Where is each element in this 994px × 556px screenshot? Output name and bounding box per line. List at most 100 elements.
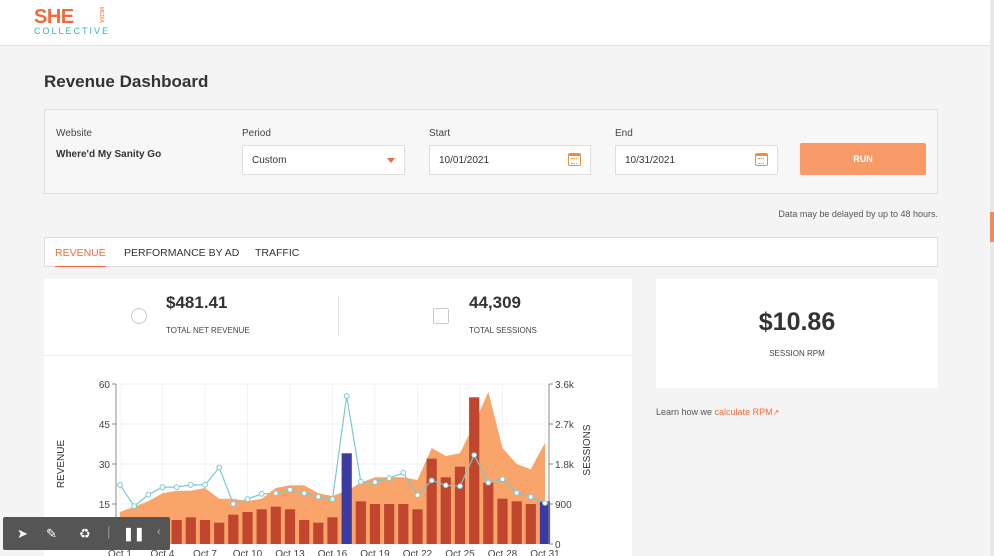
revenue-bar (398, 504, 409, 544)
y2-tick-label: 2.7k (555, 420, 575, 431)
x-tick-label: Oct 1 (108, 549, 132, 556)
y2-tick-label: 0 (555, 540, 561, 551)
revenue-bar (171, 520, 182, 544)
sessions-point (230, 501, 237, 507)
sessions-point (272, 490, 279, 497)
revenue-bar (284, 509, 296, 544)
logo-text: SHE (34, 6, 74, 28)
learn-rpm-text: Learn how we calculate RPM↗ (656, 407, 779, 417)
y-axis-title: REVENUE (56, 440, 67, 489)
sessions-point (414, 492, 421, 499)
end-date-value: 10/31/2021 (625, 155, 676, 166)
x-tick-label: Oct 19 (360, 549, 390, 556)
x-tick-label: Oct 16 (318, 549, 348, 556)
scrollbar-thumb[interactable] (990, 212, 994, 242)
x-tick-label: Oct 22 (403, 549, 433, 556)
sessions-point (457, 483, 463, 490)
revenue-icon (131, 308, 147, 324)
divider: | (107, 524, 111, 539)
y2-tick-label: 900 (555, 500, 572, 511)
sessions-point (372, 479, 378, 486)
total-sessions-value: 44,309 (469, 293, 521, 312)
tab-performance-by-ad[interactable]: PERFORMANCE BY AD (124, 247, 240, 259)
revenue-card: $481.41 TOTAL NET REVENUE 44,309 TOTAL S… (44, 279, 632, 556)
sessions-point (287, 486, 293, 493)
session-rpm-value: $10.86 (758, 308, 836, 336)
collapse-icon[interactable]: ‹ (157, 526, 161, 538)
sessions-point (131, 503, 138, 510)
sessions-point (117, 481, 123, 488)
she-media-logo[interactable]: SHE MEDIA COLLECTIVE (34, 6, 110, 36)
revenue-bar (483, 482, 494, 544)
revenue-bar (313, 522, 324, 544)
sessions-point (244, 496, 251, 503)
total-sessions-label: TOTAL SESSIONS (469, 326, 537, 335)
sessions-point (400, 470, 407, 476)
y-tick-label: 60 (99, 380, 111, 391)
calendar-icon[interactable] (755, 153, 768, 166)
upload-icon (433, 308, 449, 324)
y2-axis-title: SESSIONS (582, 424, 593, 475)
sessions-point (357, 478, 364, 485)
cursor-icon[interactable]: ➤ (17, 526, 28, 541)
end-label: End (615, 128, 633, 139)
revenue-bar (185, 517, 196, 544)
caret-down-icon (387, 158, 395, 163)
period-label: Period (242, 128, 271, 139)
sessions-point (301, 490, 308, 497)
revenue-bar (199, 520, 211, 544)
page-title: Revenue Dashboard (44, 72, 209, 91)
sessions-point (329, 496, 336, 503)
tab-traffic[interactable]: TRAFFIC (255, 247, 300, 259)
session-rpm-label: SESSION RPM (769, 349, 825, 358)
revenue-bar (440, 477, 451, 544)
sessions-point (173, 484, 180, 491)
sessions-point (513, 490, 520, 496)
revenue-bar (299, 520, 310, 544)
start-date-input[interactable]: 10/01/2021 (429, 145, 591, 175)
revenue-bar (341, 453, 352, 544)
sessions-point (145, 491, 152, 498)
learn-prefix: Learn how we (656, 407, 715, 417)
tab-bar: REVENUE PERFORMANCE BY AD TRAFFIC (44, 237, 938, 267)
sessions-point (485, 479, 492, 486)
pen-icon[interactable]: ✎ (46, 526, 57, 541)
revenue-bar (539, 501, 551, 544)
logo-subtext: COLLECTIVE (34, 26, 111, 36)
revenue-area (120, 392, 545, 544)
card-divider (44, 355, 632, 356)
x-tick-label: Oct 4 (151, 549, 175, 556)
period-select-value: Custom (252, 155, 287, 166)
sessions-point (315, 494, 322, 500)
logo-tag: MEDIA (98, 7, 104, 23)
run-button[interactable]: RUN (800, 143, 926, 175)
start-label: Start (429, 128, 451, 139)
sessions-point (343, 393, 350, 399)
top-header: SHE MEDIA COLLECTIVE (0, 0, 990, 46)
pause-icon[interactable]: ❚❚ (123, 526, 145, 541)
revenue-bar (412, 509, 423, 544)
revenue-bar (355, 501, 366, 544)
page-scrollbar[interactable] (990, 0, 994, 556)
end-date-input[interactable]: 10/31/2021 (615, 145, 778, 175)
broom-icon[interactable]: ♻ (79, 526, 91, 541)
website-value: Where'd My Sanity Go (56, 149, 162, 160)
revenue-bar (214, 522, 225, 544)
y2-tick-label: 1.8k (555, 460, 575, 471)
revenue-bar (511, 501, 522, 544)
total-net-revenue-value: $481.41 (166, 293, 228, 312)
tab-revenue[interactable]: REVENUE (55, 247, 106, 267)
calendar-icon[interactable] (568, 153, 581, 166)
x-tick-label: Oct 31 (530, 549, 560, 556)
y-tick-label: 30 (99, 460, 111, 471)
revenue-bar (256, 509, 267, 544)
revenue-bar (270, 506, 281, 544)
sessions-point (499, 476, 506, 482)
calculate-rpm-link[interactable]: calculate RPM (714, 407, 773, 417)
period-select[interactable]: Custom (242, 145, 405, 175)
sessions-point (216, 464, 223, 471)
sessions-point (258, 490, 265, 497)
external-link-icon: ↗ (772, 408, 780, 417)
sessions-point (187, 481, 194, 488)
